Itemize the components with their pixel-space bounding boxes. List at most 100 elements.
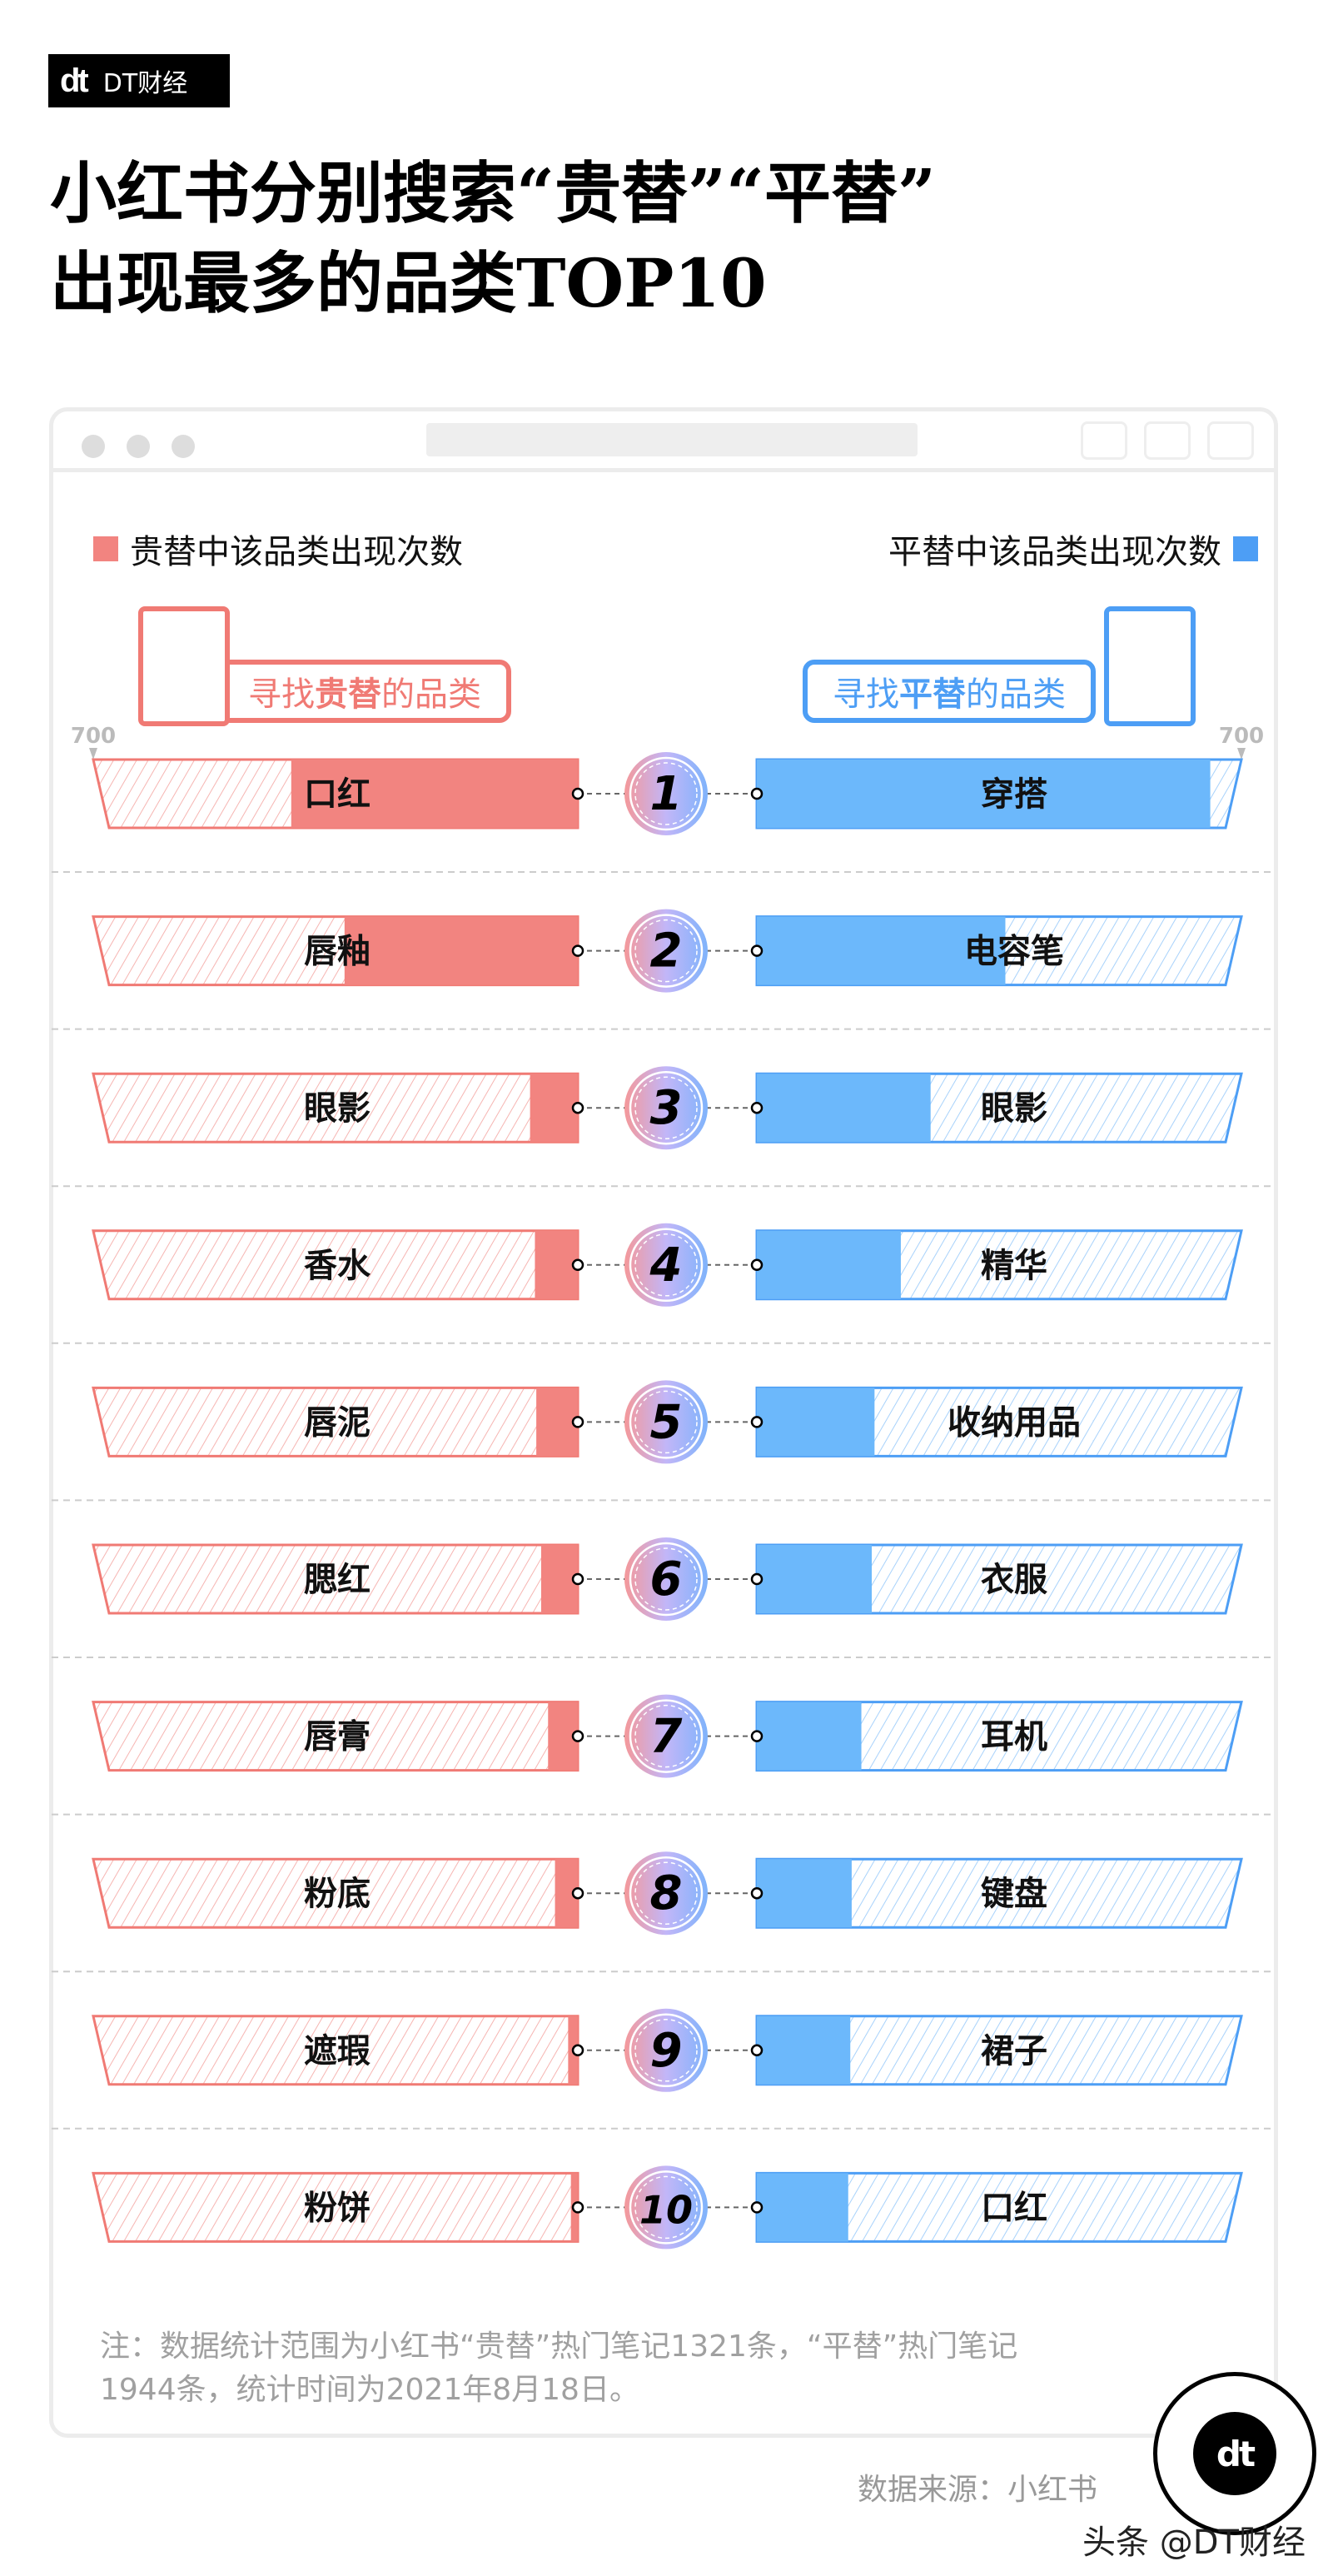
rank-badge	[624, 1851, 708, 1936]
connector-dot	[571, 2201, 584, 2214]
bar-right-value	[757, 916, 1006, 985]
bar-left-label: 唇釉	[304, 933, 371, 971]
rank-number: 9	[650, 2024, 683, 2078]
dt-badge-logo: dt	[1153, 2372, 1316, 2535]
rank-badge	[624, 1537, 708, 1621]
bar-right-label: 耳机	[981, 1718, 1047, 1756]
axis-marker-left	[89, 748, 97, 760]
bar-right-value	[757, 2015, 851, 2085]
tag-find-expensive: 寻找 贵替 的品类	[218, 660, 511, 723]
rank-number: 10	[639, 2187, 693, 2232]
note-line-1: 注：数据统计范围为小红书“贵替”热门笔记1321条，“平替”热门笔记	[100, 2329, 1018, 2364]
rank-number: 3	[650, 1081, 683, 1135]
rank-number: 7	[650, 1710, 683, 1764]
brand-logo: dt DT财经	[48, 54, 230, 107]
bar-right-value	[757, 1545, 873, 1613]
connector-dot	[750, 1886, 763, 1900]
connector-dot	[571, 1101, 584, 1114]
rank-number: 5	[650, 1395, 683, 1449]
rank-badge-dashed-ring	[634, 762, 698, 825]
browser-toolbar	[49, 407, 1278, 472]
rank-badge	[624, 1694, 708, 1778]
legend-right-label: 平替中该品类出现次数	[888, 533, 1221, 571]
bar-right-label: 眼影	[981, 1089, 1047, 1128]
rank-badge-dashed-ring	[634, 1547, 698, 1611]
bar-left-value	[536, 1388, 578, 1457]
brand-name: DT财经	[102, 69, 188, 98]
rank-badge-ring	[629, 1070, 704, 1145]
rank-badge-ring	[629, 1699, 704, 1773]
bar-left-value	[540, 1545, 578, 1613]
connector-dot	[750, 1572, 763, 1586]
tag-text: 寻找	[248, 675, 315, 714]
tag-text: 寻找	[833, 675, 899, 714]
bar-right-value	[757, 1702, 862, 1771]
bar-left-label: 腮红	[304, 1561, 371, 1599]
bar-right-label: 键盘	[981, 1875, 1047, 1913]
close-icon	[82, 435, 105, 458]
dt-logo-mark: dt	[60, 62, 89, 99]
bar-right-value	[757, 1074, 931, 1143]
bar-right-label: 电容笔	[964, 933, 1064, 971]
tag-text: 的品类	[381, 675, 481, 714]
title-line-1: 小红书分别搜索“贵替”“平替”	[50, 154, 937, 232]
bar-right-value	[757, 1230, 901, 1299]
legend-left-label: 贵替中该品类出现次数	[130, 533, 463, 571]
rank-badge-ring	[629, 2170, 704, 2245]
bar-right-label: 裙子	[981, 2032, 1047, 2070]
note-line-2: 1944条，统计时间为2021年8月18日。	[100, 2373, 639, 2407]
shopping-bag-icon	[138, 606, 230, 726]
tag-find-cheap: 寻找 平替 的品类	[803, 660, 1096, 723]
connector-dot	[571, 2044, 584, 2057]
bar-left-label: 粉饼	[304, 2189, 371, 2227]
watermark-footer: 头条 @DT财经	[1082, 2524, 1306, 2562]
rank-badge-ring	[629, 914, 704, 988]
copy-icon	[1207, 421, 1254, 460]
rank-badge-dashed-ring	[634, 1390, 698, 1454]
bar-left-value	[535, 1230, 578, 1299]
connector-dot	[750, 2201, 763, 2214]
rank-badge-dashed-ring	[634, 2019, 698, 2082]
rank-badge-ring	[629, 2013, 704, 2088]
tag-bold: 贵替	[315, 675, 381, 714]
rank-badge-dashed-ring	[634, 1233, 698, 1297]
bar-left-value	[344, 916, 578, 985]
bar-right-label: 衣服	[981, 1561, 1047, 1599]
bar-left-label: 香水	[304, 1247, 371, 1285]
rank-badge	[624, 1380, 708, 1464]
minimize-icon	[127, 435, 150, 458]
bar-left-label: 粉底	[304, 1875, 371, 1913]
dt-logo-mark: dt	[1193, 2412, 1276, 2495]
rank-badge	[624, 909, 708, 993]
rank-badge	[624, 2008, 708, 2092]
rank-badge	[624, 2165, 708, 2250]
connector-dot	[750, 787, 763, 800]
bar-left-value	[291, 760, 578, 828]
bar-right-value	[757, 760, 1211, 828]
tag-bold: 平替	[899, 675, 966, 714]
rank-badge-dashed-ring	[634, 1861, 698, 1925]
address-bar	[426, 423, 918, 456]
rank-badge	[624, 1223, 708, 1307]
legend-right: 平替中该品类出现次数	[888, 525, 1258, 573]
title-line-2: 出现最多的品类TOP10	[50, 244, 767, 322]
bar-left-label: 唇泥	[304, 1403, 371, 1442]
connector-dot	[750, 1730, 763, 1742]
rank-badge-ring	[629, 1228, 704, 1303]
maximize-icon	[172, 435, 195, 458]
connector-dot	[571, 787, 584, 800]
bar-left-label: 眼影	[304, 1089, 371, 1128]
bar-left-track	[92, 1229, 579, 1301]
data-source: 数据来源：小红书	[858, 2473, 1098, 2507]
axis-marker-right	[1237, 748, 1246, 760]
browser-frame-card	[49, 407, 1278, 2438]
connector-dot	[750, 1258, 763, 1272]
bar-right-label: 收纳用品	[948, 1403, 1081, 1442]
rank-badge-ring	[629, 1542, 704, 1617]
bar-left-label: 唇膏	[304, 1718, 371, 1756]
bar-left-label: 遮瑕	[304, 2032, 371, 2070]
axis-max-label-right: 700	[1219, 724, 1264, 749]
rank-number: 4	[649, 1238, 683, 1293]
chart: 700 700 口红 穿搭 1 唇釉 电容笔 2 眼影 眼影 3 香水 精华 4 唇泥 收纳用品 5 腮红 衣服 6 唇…	[52, 724, 1276, 2250]
legend-left: 贵替中该品类出现次数	[93, 525, 463, 573]
